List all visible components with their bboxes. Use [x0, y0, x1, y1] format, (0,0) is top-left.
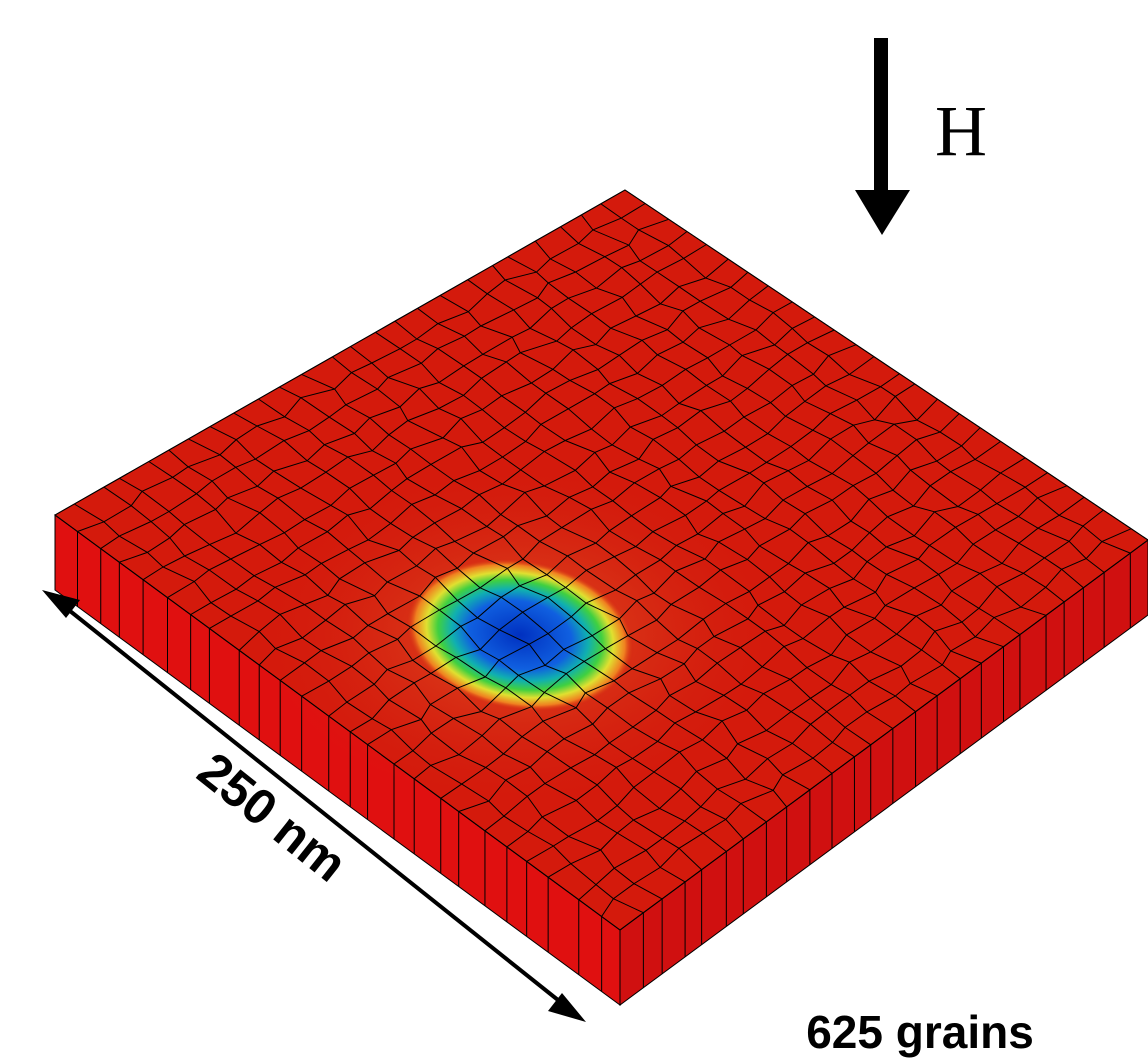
- slab: [55, 190, 1148, 1005]
- grain-label: 625 grains: [806, 1006, 1034, 1058]
- figure: H 250 nm 625 grains: [0, 0, 1148, 1062]
- field-label: H: [935, 91, 987, 171]
- field-arrow: [855, 38, 910, 235]
